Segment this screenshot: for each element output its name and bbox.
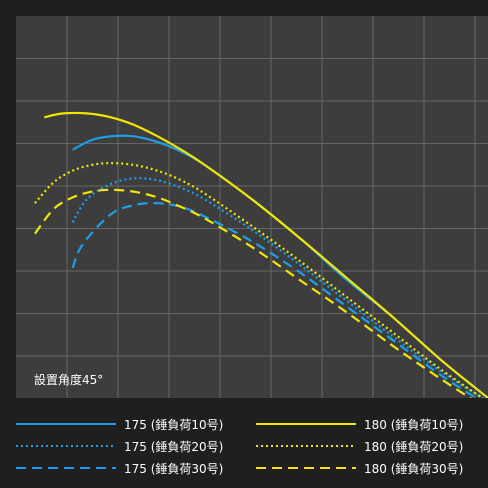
series-line-4 [44, 111, 488, 398]
legend-label-6: 180 (錘負荷30号) [364, 461, 463, 476]
legend-label-5: 180 (錘負荷20号) [364, 439, 463, 454]
series-layer [34, 111, 488, 398]
legend-label-3: 175 (錘負荷30号) [124, 461, 223, 476]
legend-label-1: 175 (錘負荷10号) [124, 417, 223, 432]
series-line-2 [71, 177, 485, 398]
legend: 175 (錘負荷10号) 175 (錘負荷20号) 175 (錘負荷30号) 180 … [16, 417, 463, 476]
plot-area [16, 16, 488, 398]
series-line-5 [34, 161, 485, 398]
angle-annotation: 設置角度45° [34, 372, 103, 387]
series-line-6 [34, 188, 473, 398]
legend-label-4: 180 (錘負荷10号) [364, 417, 463, 432]
grid-lines [16, 16, 488, 398]
series-line-3 [71, 202, 479, 398]
legend-label-2: 175 (錘負荷20号) [124, 439, 223, 454]
